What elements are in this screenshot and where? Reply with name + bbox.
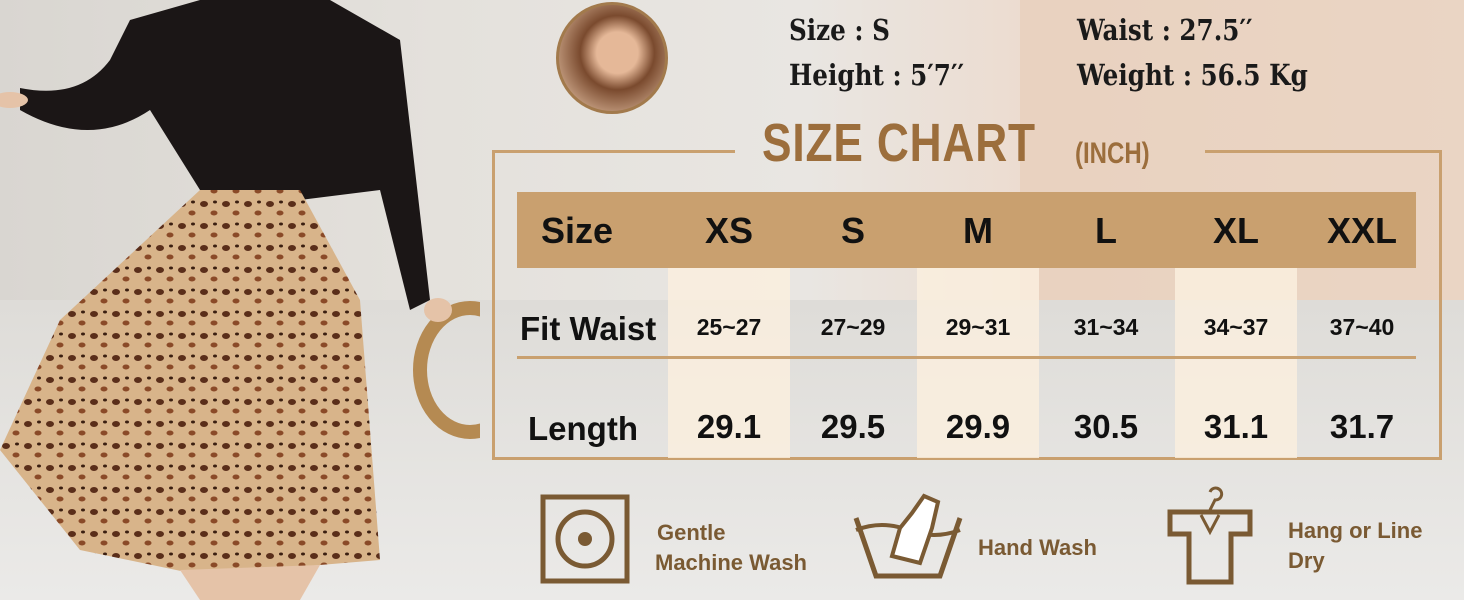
size-header-xs: XS [704,210,754,251]
length-cell: 29.5 [820,408,886,445]
length-cell: 29.9 [945,408,1011,445]
column-highlight [668,268,790,458]
table-header [517,192,1416,268]
care-text: Gentle [657,520,726,545]
length-cell: 31.1 [1203,408,1269,445]
care-label-hand-wash: Hand Wash [978,535,1097,560]
care-text: Machine Wash [655,550,807,575]
length-cell: 31.7 [1329,408,1395,445]
fit-waist-cell: 31~34 [1073,314,1139,340]
size-header-m: M [963,210,993,251]
hand-wash-icon [853,493,963,579]
care-label-hang-dry: Hang or Line Dry [1288,516,1422,576]
leopard-skirt [0,190,380,575]
hang-dry-icon [1167,486,1253,585]
fit-waist-cell: 34~37 [1203,314,1269,340]
fit-waist-cell: 29~31 [945,314,1011,340]
model-height: Height : 5′7′′ [789,58,964,92]
black-top [20,0,430,310]
column-highlight [1175,268,1297,458]
size-header-xl: XL [1212,210,1259,251]
length-cell: 29.1 [696,408,762,445]
gentle-machine-wash-icon [540,494,630,584]
model-avatar [556,2,668,114]
model-weight: Weight : 56.5 Kg [1077,58,1308,92]
fit-waist-cell: 27~29 [820,314,886,340]
model-waist: Waist : 27.5′′ [1077,13,1253,47]
row-divider [517,356,1416,359]
row-label-length: Length [528,410,638,447]
frame-line [492,150,735,153]
care-text: Hang or Line [1288,518,1423,543]
header-size-label: Size [540,210,614,251]
chart-unit: (INCH) [1075,137,1150,170]
fit-waist-cell: 37~40 [1329,314,1395,340]
model-photo [0,0,480,600]
model-size: Size : S [789,13,890,47]
bamboo-bag [413,301,480,439]
row-label-fit-waist: Fit Waist [520,310,657,347]
fit-waist-cell: 25~27 [696,314,762,340]
chart-title: SIZE CHART [762,113,1036,173]
care-text: Dry [1288,548,1325,573]
size-header-l: L [1095,210,1117,251]
size-header-s: S [840,210,865,251]
table-frame [492,150,1442,460]
care-label-machine-wash: Gentle Machine Wash [655,518,807,578]
column-highlight [917,268,1039,458]
length-cell: 30.5 [1073,408,1139,445]
size-header-xxl: XXL [1326,210,1397,251]
frame-line [1205,150,1442,153]
